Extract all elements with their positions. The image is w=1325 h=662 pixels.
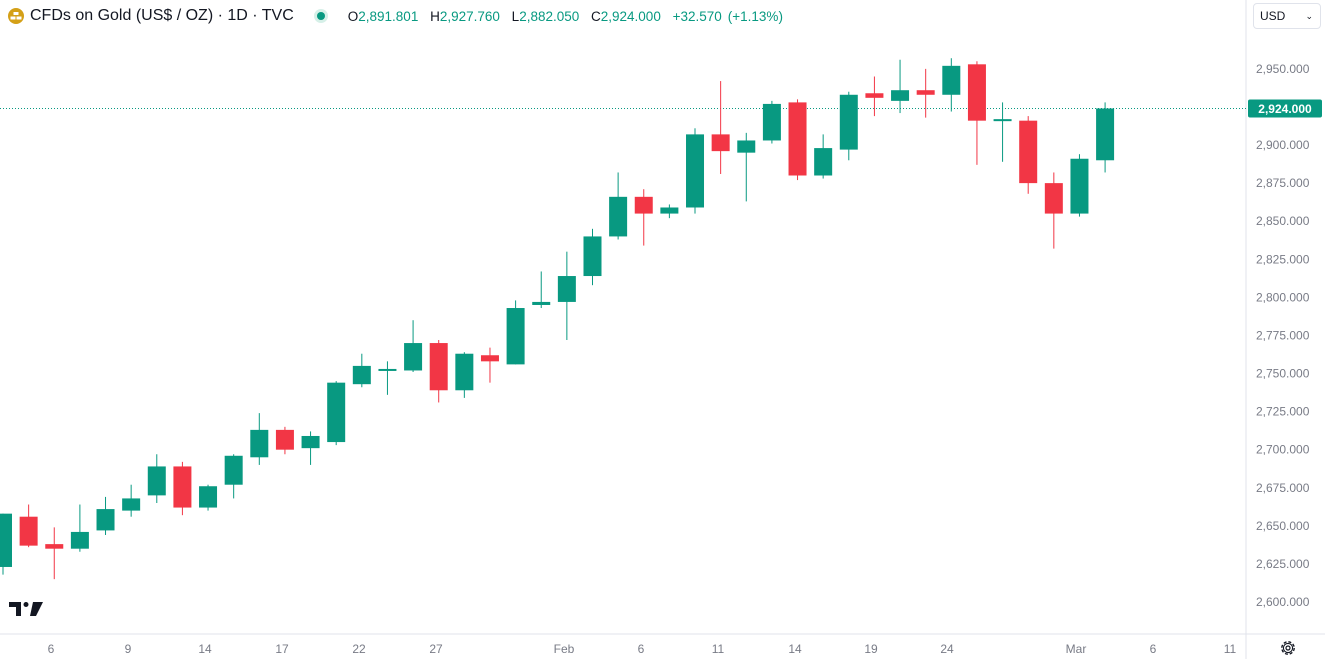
candle-body-down <box>967 64 986 121</box>
candle-body-up <box>70 531 89 549</box>
y-tick-label: 2,675.000 <box>1256 481 1310 495</box>
candle-body-up <box>609 196 628 237</box>
candle-body-up <box>993 119 1012 122</box>
x-tick-label: Mar <box>1066 642 1087 656</box>
candle-body-up <box>327 382 346 443</box>
y-tick-label: 2,700.000 <box>1256 443 1310 457</box>
gold-bars-icon <box>8 8 24 24</box>
candle-body-up <box>455 353 474 391</box>
x-tick-label: 14 <box>198 642 212 656</box>
gear-icon[interactable] <box>1279 639 1297 662</box>
currency-value: USD <box>1260 9 1286 23</box>
open-label: O <box>347 8 359 24</box>
y-tick-label: 2,825.000 <box>1256 252 1310 266</box>
x-tick-label: Feb <box>554 642 575 656</box>
candle-body-up <box>1070 158 1089 214</box>
change-value: +32.570 <box>672 8 722 24</box>
y-tick-label: 2,850.000 <box>1256 214 1310 228</box>
candle-body-up <box>506 308 525 365</box>
x-tick-label: 27 <box>429 642 443 656</box>
y-tick-label: 2,750.000 <box>1256 367 1310 381</box>
y-tick-label: 2,875.000 <box>1256 176 1310 190</box>
currency-select[interactable]: USD ⌄ <box>1253 3 1321 29</box>
y-tick-label: 2,650.000 <box>1256 519 1310 533</box>
low-label: L <box>511 8 520 24</box>
low-value: 2,882.050 <box>519 8 580 24</box>
candle-body-up <box>660 207 679 214</box>
candle-body-up <box>686 134 705 208</box>
last-price-label: 2,924.000 <box>1258 102 1312 116</box>
x-tick-label: 9 <box>125 642 132 656</box>
candle-body-up <box>583 236 602 277</box>
x-tick-label: 11 <box>1224 642 1237 656</box>
candle-body-down <box>916 90 935 95</box>
chevron-down-icon: ⌄ <box>1305 10 1313 21</box>
candle-body-down <box>1044 183 1063 214</box>
candle-body-down <box>19 516 38 546</box>
candle-body-down <box>275 429 294 450</box>
x-tick-label: 19 <box>864 642 878 656</box>
x-tick-label: 6 <box>638 642 645 656</box>
candle-body-up <box>378 368 397 371</box>
y-tick-label: 2,800.000 <box>1256 290 1310 304</box>
x-tick-label: 14 <box>788 642 802 656</box>
candle-body-down <box>429 343 448 391</box>
candle-body-up <box>352 365 371 385</box>
high-label: H <box>430 8 440 24</box>
candle-body-down <box>634 196 653 214</box>
x-tick-label: 24 <box>940 642 954 656</box>
close-label: C <box>591 8 601 24</box>
chart-legend: CFDs on Gold (US$ / OZ) · 1D · TVC O2,89… <box>8 4 789 28</box>
y-tick-label: 2,725.000 <box>1256 405 1310 419</box>
candle-body-up <box>96 509 115 531</box>
y-tick-label: 2,950.000 <box>1256 62 1310 76</box>
candle-body-up <box>147 466 166 496</box>
candle-body-up <box>762 103 781 141</box>
candle-body-up <box>224 455 243 485</box>
close-value: 2,924.000 <box>600 8 661 24</box>
candle-body-up <box>0 513 12 567</box>
y-tick-label: 2,625.000 <box>1256 557 1310 571</box>
candle-body-up <box>814 148 833 176</box>
candle-body-up <box>404 343 423 371</box>
candle-body-down <box>865 93 884 98</box>
last-price-tag <box>1248 99 1322 118</box>
candle-body-down <box>45 544 64 549</box>
candle-body-up <box>557 276 576 302</box>
change-percent: (+1.13%) <box>727 8 783 24</box>
candle-body-up <box>839 94 858 150</box>
candle-body-down <box>173 466 192 508</box>
y-tick-label: 2,600.000 <box>1256 595 1310 609</box>
ohlc-values: O2,891.801 H2,927.760 L2,882.050 C2,924.… <box>348 9 789 24</box>
candle-body-down <box>711 134 730 152</box>
candle-body-down <box>1019 120 1038 184</box>
high-value: 2,927.760 <box>439 8 500 24</box>
x-tick-label: 6 <box>48 642 55 656</box>
x-tick-label: 17 <box>275 642 289 656</box>
tradingview-logo-icon[interactable] <box>9 600 43 623</box>
candle-body-up <box>737 140 756 153</box>
candle-body-up <box>301 435 320 449</box>
live-status-dot-icon <box>313 9 328 23</box>
candle-body-up <box>532 301 551 305</box>
candle-body-up <box>891 90 910 101</box>
symbol-title[interactable]: CFDs on Gold (US$ / OZ) · 1D · TVC <box>30 7 294 24</box>
candle-body-up <box>1096 108 1115 161</box>
candle-body-up <box>250 429 269 458</box>
x-tick-label: 22 <box>352 642 366 656</box>
x-tick-label: 6 <box>1150 642 1157 656</box>
candle-body-down <box>480 355 499 362</box>
candle-body-down <box>788 102 807 176</box>
candle-body-up <box>122 498 141 511</box>
y-tick-label: 2,775.000 <box>1256 328 1310 342</box>
candle-body-up <box>942 65 961 95</box>
candle-body-up <box>199 486 218 508</box>
y-tick-label: 2,900.000 <box>1256 138 1310 152</box>
x-tick-label: 11 <box>712 642 725 656</box>
open-value: 2,891.801 <box>358 8 419 24</box>
